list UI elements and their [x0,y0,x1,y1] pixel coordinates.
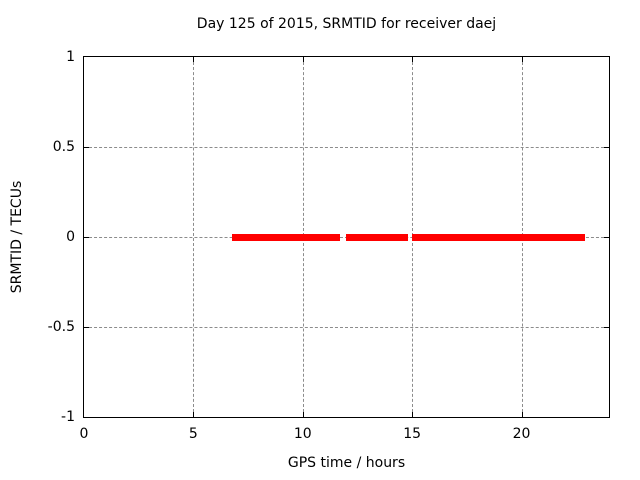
x-axis-title: GPS time / hours [287,455,406,471]
y-tick-label: -0.5 [47,319,75,335]
y-tick-label: -1 [61,409,75,425]
x-tick-mark [193,412,195,417]
x-tick-label: 0 [79,426,89,442]
series-line-segment [231,234,340,241]
y-tick-mark-right [604,327,609,328]
y-gridline [84,147,609,148]
y-tick-mark [84,327,89,328]
x-tick-mark-top [521,57,523,62]
y-tick-mark [84,237,89,238]
x-tick-mark [412,412,414,417]
y-tick-mark-right [604,237,609,238]
y-tick-label: 0 [66,229,75,245]
x-tick-mark-top [412,57,414,62]
x-tick-label: 20 [512,426,531,442]
chart-title: Day 125 of 2015, SRMTID for receiver dae… [196,16,497,32]
y-tick-label: 1 [66,49,75,65]
x-tick-label: 5 [188,426,198,442]
y-gridline [84,327,609,328]
x-tick-mark-top [302,57,304,62]
x-tick-label: 15 [403,426,422,442]
plot-area [83,56,610,418]
x-tick-mark-top [193,57,195,62]
x-tick-label: 10 [293,426,312,442]
y-tick-mark-right [604,147,609,148]
y-tick-mark [84,147,89,148]
series-line-segment [412,234,585,241]
y-tick-label: 0.5 [52,139,75,155]
x-tick-mark [302,412,304,417]
x-tick-mark [521,412,523,417]
series-line-segment [345,234,408,241]
